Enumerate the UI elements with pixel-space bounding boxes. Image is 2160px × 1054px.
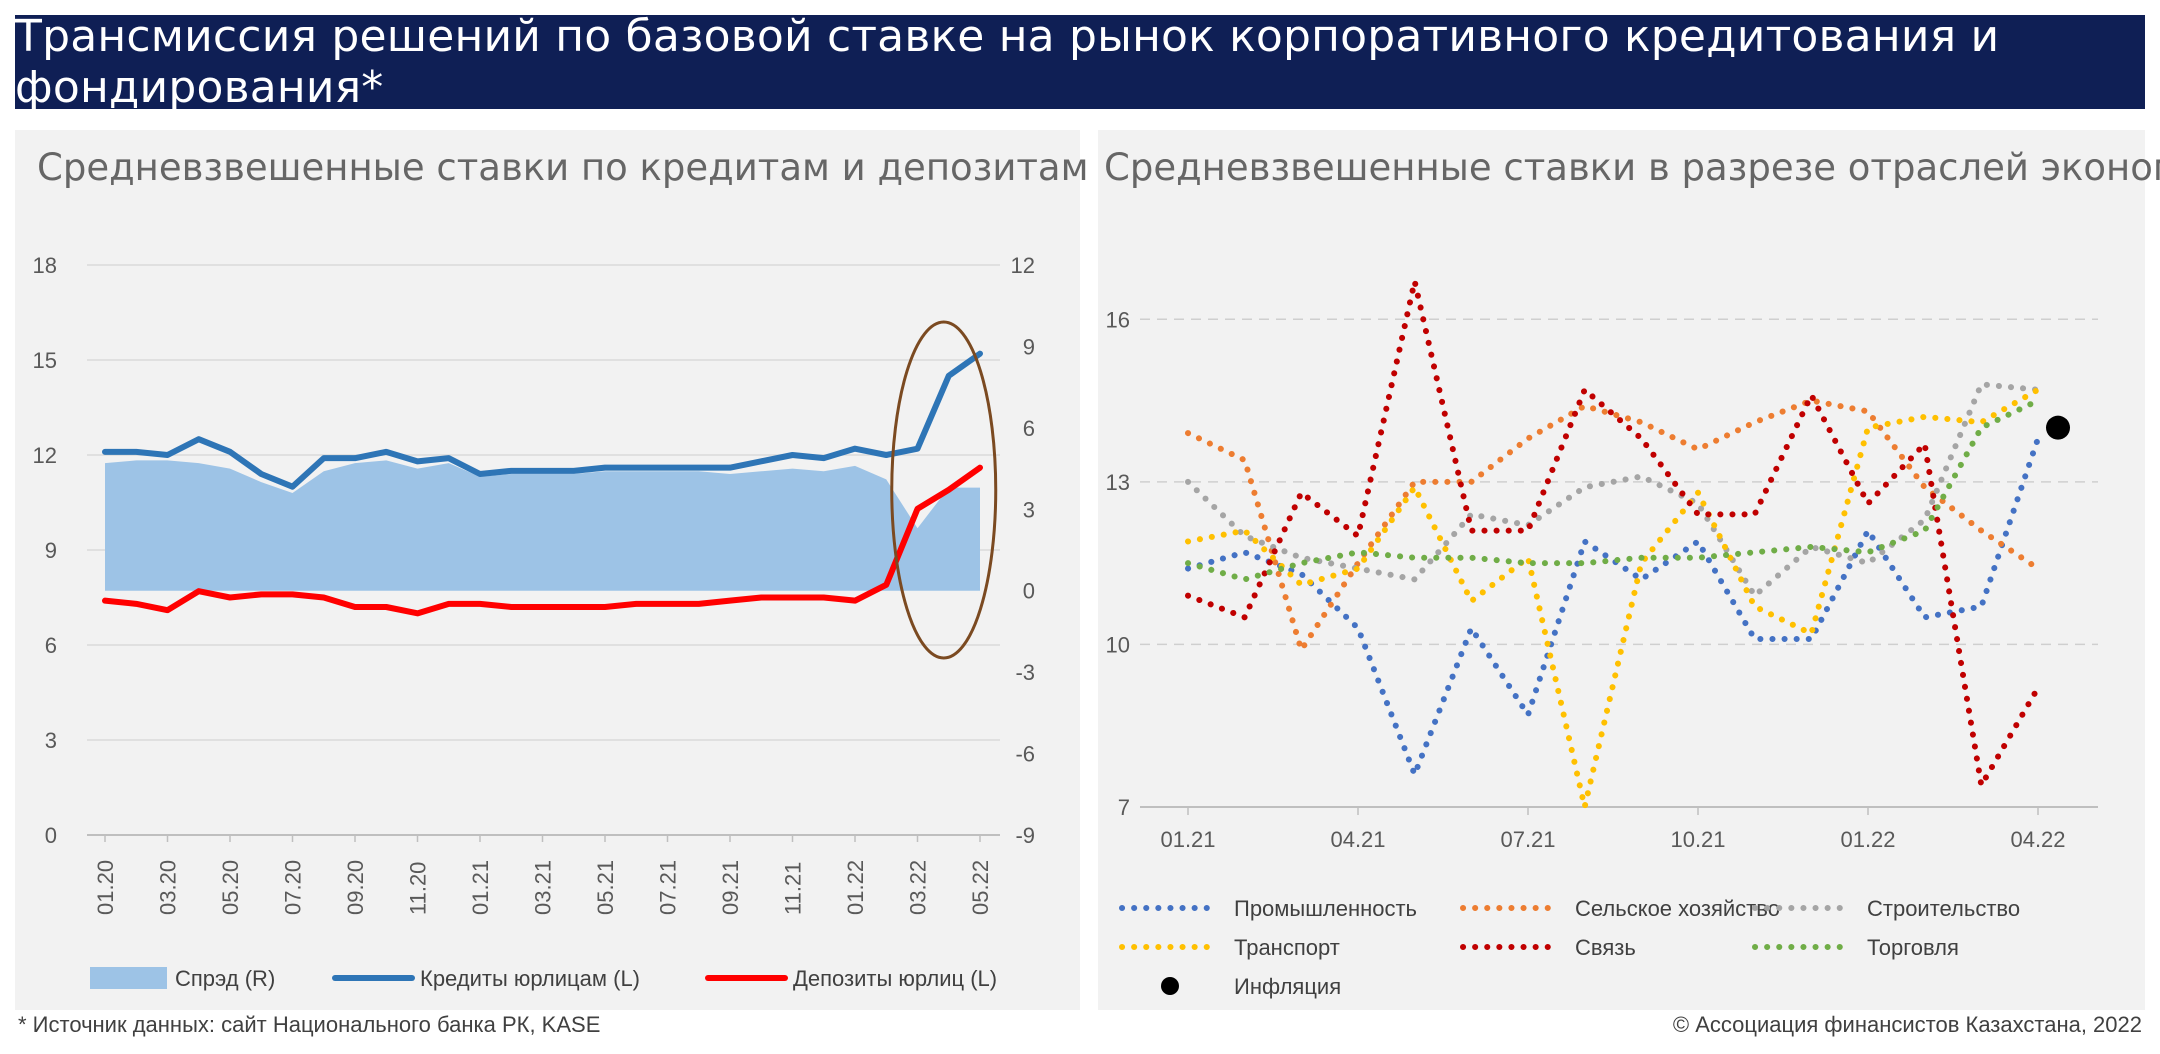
y-left-tick-label: 12 [33, 443, 57, 468]
inflation-marker [2046, 415, 2070, 440]
left-chart: 0 3 6 9 12 15 18 -9 -6 -3 0 3 6 9 12 01.20 03.20 05.20 07.… [33, 253, 1035, 991]
x-tick-label: 05.22 [968, 860, 993, 915]
y-right-tick-label: 9 [1023, 334, 1035, 359]
x-tick-label: 03.21 [531, 860, 556, 915]
y-right-tick-label: 3 [1023, 497, 1035, 522]
y-tick-label: 13 [1106, 470, 1130, 495]
x-tick-label: 11.21 [781, 862, 806, 915]
x-tick-label: 05.20 [218, 860, 243, 915]
y-left-tick-label: 0 [45, 823, 57, 848]
y-right-tick-label: -6 [1015, 742, 1035, 767]
report-banner: Трансмиссия решений по базовой ставке на… [15, 11, 2145, 113]
y-left-tick-label: 6 [45, 633, 57, 658]
series-line-0 [1185, 435, 2041, 778]
left-chart-title: Средневзвешенные ставки по кредитам и де… [37, 146, 1169, 189]
left-chart-panel: Средневзвешенные ставки по кредитам и де… [15, 130, 1168, 1010]
x-tick-label: 03.20 [156, 860, 181, 915]
x-tick-label: 07.20 [281, 860, 306, 915]
series-line-3 [1185, 386, 2041, 810]
y-tick-label: 7 [1118, 795, 1130, 820]
legend-swatch-6 [1161, 977, 1179, 995]
legend-swatch-spread [90, 967, 167, 989]
highlight-ellipse [890, 320, 998, 660]
y-right-tick-label: 0 [1023, 579, 1035, 604]
series-line-5 [1185, 397, 2041, 583]
y-left-tick-label: 15 [33, 348, 57, 373]
x-tick-label: 01.22 [843, 860, 868, 915]
source-footnote: * Источник данных: сайт Национального ба… [18, 1012, 601, 1037]
legend-label-5: Торговля [1867, 935, 1959, 960]
legend-label-deposits: Депозиты юрлиц (L) [793, 966, 997, 991]
y-tick-label: 16 [1106, 307, 1130, 332]
series-line-2 [1185, 381, 2041, 599]
y-tick-label: 10 [1106, 632, 1130, 657]
right-chart-panel: Средневзвешенные ставки в разрезе отрасл… [1098, 130, 2160, 1010]
right-chart: 7 10 13 16 01.21 04.21 07.21 10.21 01.22 04.22 Про… [1106, 278, 2098, 999]
x-tick-label: 07.21 [1500, 827, 1555, 852]
x-tick-label: 03.22 [906, 860, 931, 915]
legend-label-loans: Кредиты юрлицам (L) [420, 966, 640, 991]
legend-label-6: Инфляция [1234, 974, 1341, 999]
x-tick-label: 11.20 [406, 862, 431, 915]
copyright-footnote: © Ассоциация финансистов Казахстана, 202… [1672, 1012, 2142, 1037]
y-right-tick-label: 6 [1023, 416, 1035, 441]
x-tick-label: 01.22 [1840, 827, 1895, 852]
series-line-loans [102, 350, 983, 490]
right-chart-title: Средневзвешенные ставки в разрезе отрасл… [1104, 146, 2160, 189]
y-left-tick-label: 18 [33, 253, 57, 278]
legend-label-4: Связь [1575, 935, 1636, 960]
y-right-tick-label: -3 [1015, 660, 1035, 685]
series-line-4 [1185, 278, 2041, 789]
y-right-tick-label: 12 [1011, 253, 1035, 278]
x-tick-label: 04.21 [1330, 827, 1385, 852]
legend-label-spread: Спрэд (R) [175, 966, 275, 991]
y-left-tick-label: 3 [45, 728, 57, 753]
x-tick-label: 09.20 [343, 860, 368, 915]
x-tick-label: 09.21 [718, 860, 743, 915]
y-right-tick-label: -9 [1015, 823, 1035, 848]
legend-label-2: Строительство [1867, 896, 2020, 921]
x-tick-label: 01.21 [1160, 827, 1215, 852]
legend-label-0: Промышленность [1234, 896, 1417, 921]
legend-label-3: Транспорт [1234, 935, 1340, 960]
x-tick-label: 07.21 [656, 860, 681, 915]
x-tick-label: 05.21 [593, 860, 618, 915]
x-tick-label: 01.21 [468, 860, 493, 915]
x-tick-label: 10.21 [1670, 827, 1725, 852]
y-left-tick-label: 9 [45, 538, 57, 563]
x-tick-label: 01.20 [93, 860, 118, 915]
series-line-deposits [102, 464, 983, 617]
x-tick-label: 04.22 [2010, 827, 2065, 852]
legend-label-1: Сельское хозяйство [1575, 896, 1780, 921]
series-line-1 [1185, 397, 2041, 653]
report-title: Трансмиссия решений по базовой ставке на… [15, 11, 2000, 113]
series-area-spread [105, 460, 980, 591]
